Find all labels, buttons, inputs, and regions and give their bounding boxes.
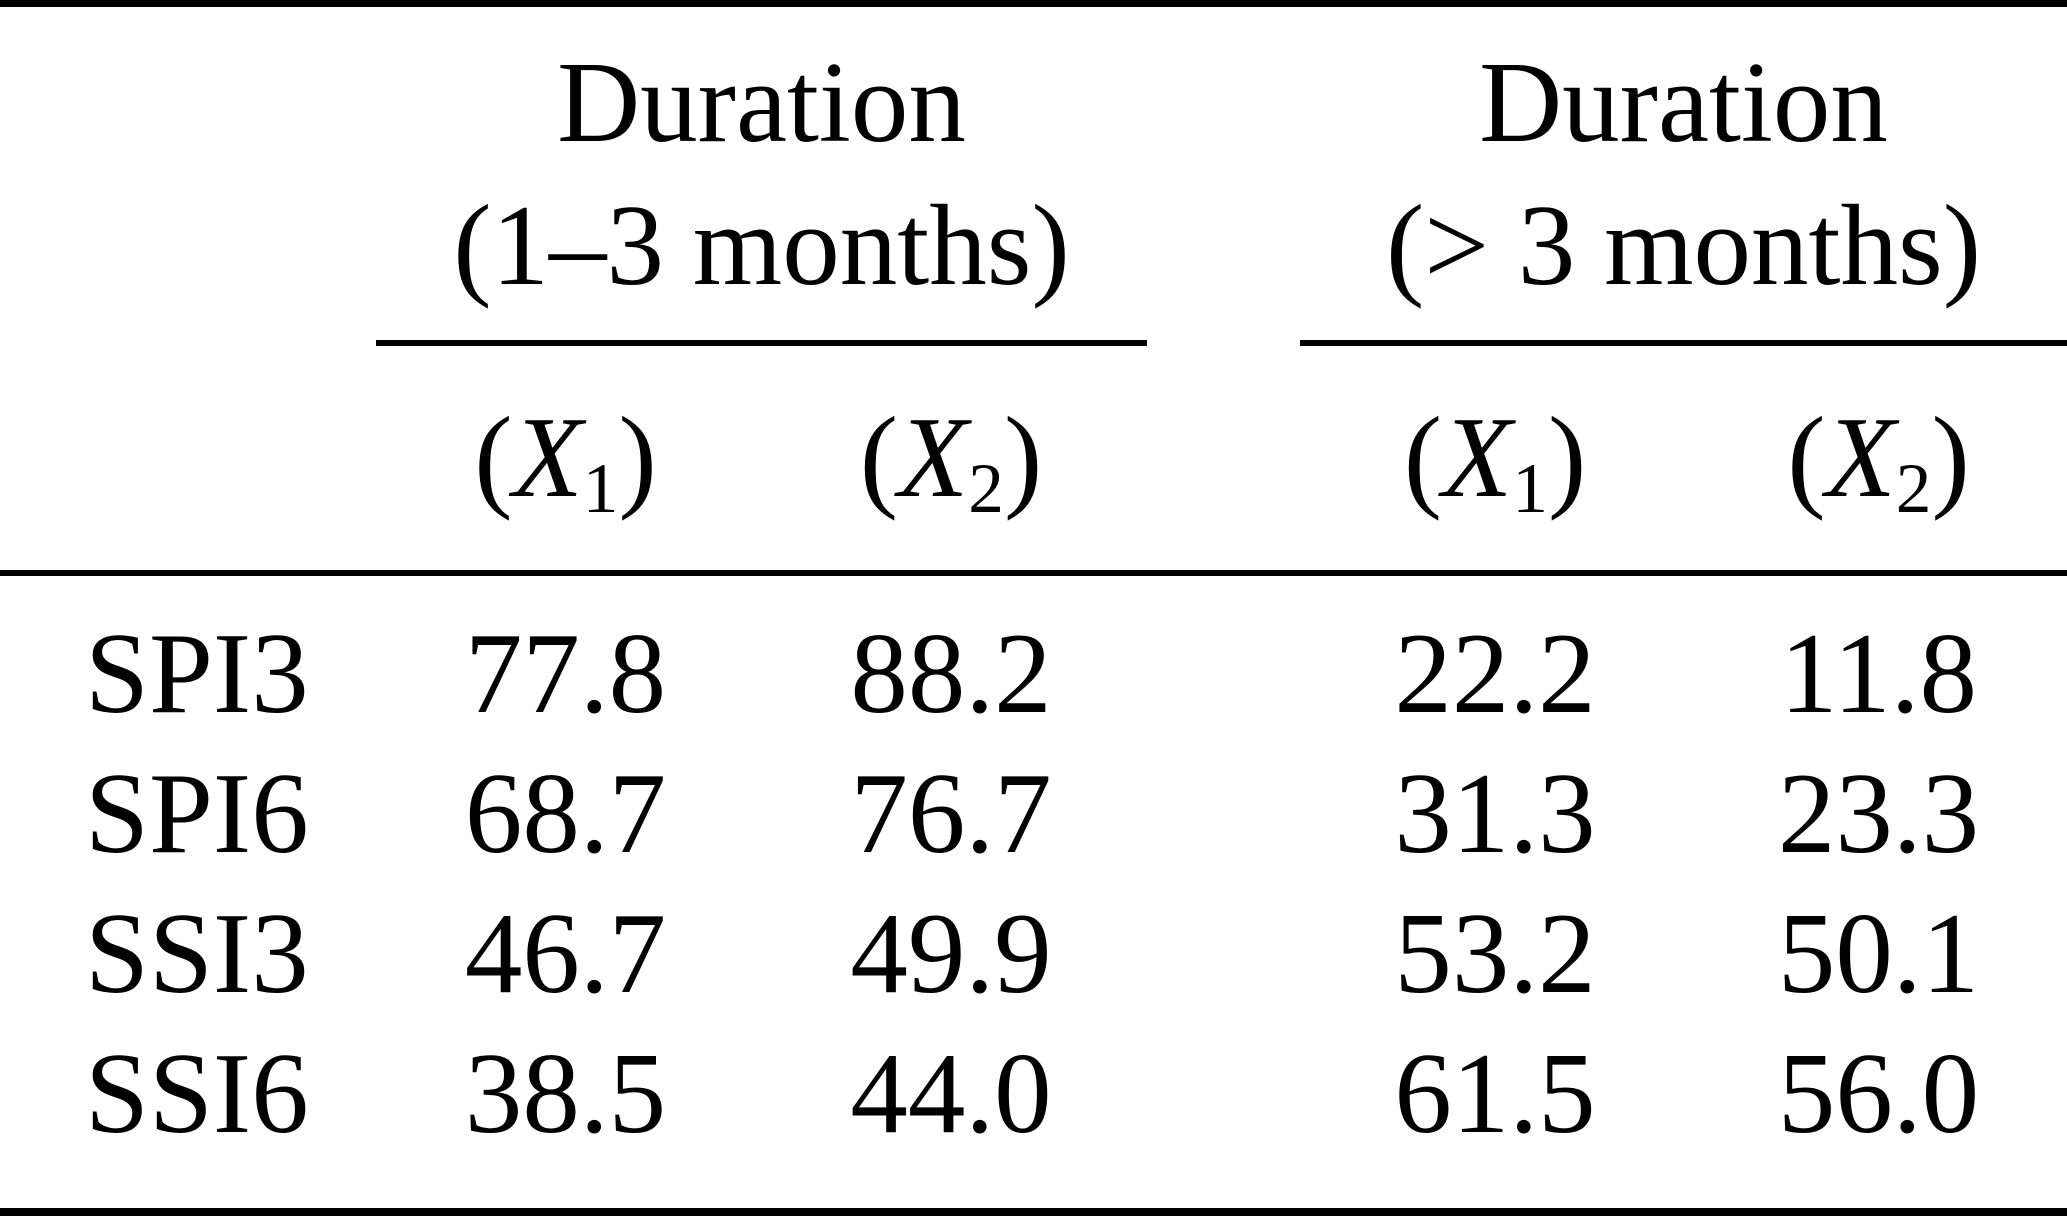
math-variable: X [1825, 394, 1896, 521]
value-cell: 88.2 [850, 610, 1052, 737]
value-cell: 38.5 [464, 1030, 667, 1157]
value-cell: 68.7 [464, 750, 667, 877]
math-subscript: 1 [1512, 448, 1548, 528]
column-group-header-row: Duration (1–3 months) Duration (> 3 mont… [0, 3, 2067, 346]
value-cell: 61.5 [1394, 1030, 1596, 1157]
subheader-empty-cell [0, 343, 376, 576]
math-variable: X [898, 394, 969, 521]
column-group-duration-1-3-months: Duration (1–3 months) [376, 3, 1147, 346]
group-title-line1: Duration [557, 38, 966, 166]
row-label: SSI6 [85, 1030, 309, 1157]
value-cell: 22.2 [1394, 610, 1596, 737]
value-cell: 44.0 [850, 1030, 1052, 1157]
subheader-x1-right: (X1) [1300, 343, 1690, 576]
value-cell: 77.8 [464, 610, 667, 737]
gap-cell [1147, 1024, 1300, 1212]
paren-close: ) [1547, 394, 1587, 521]
math-variable: X [512, 394, 583, 521]
row-label: SSI3 [85, 890, 309, 1017]
math-subscript: 2 [1895, 448, 1932, 528]
group-title-line2: (> 3 months) [1385, 181, 1982, 309]
value-cell: 76.7 [850, 750, 1052, 877]
value-cell: 23.3 [1777, 750, 1980, 877]
value-cell: 49.9 [850, 890, 1052, 1017]
row-label: SPI6 [85, 750, 309, 877]
paren-open: ( [1787, 394, 1826, 521]
value-cell: 46.7 [464, 890, 667, 1017]
column-group-duration-gt-3-months: Duration (> 3 months) [1300, 3, 2067, 346]
value-cell: 50.1 [1777, 890, 1980, 1017]
group-title-line2: (1–3 months) [453, 181, 1070, 309]
subheader-gap-cell [1147, 343, 1300, 576]
group-title-line1: Duration [1479, 38, 1888, 166]
subheader-row: (X1) (X2) (X1) (X2) [0, 343, 2067, 576]
value-cell: 11.8 [1780, 610, 1977, 737]
paren-open: ( [1403, 394, 1443, 521]
math-variable: X [1442, 394, 1513, 521]
paren-close: ) [618, 394, 657, 521]
value-cell: 31.3 [1394, 750, 1596, 877]
paren-close: ) [1931, 394, 1970, 521]
subheader-x2-left: (X2) [755, 343, 1147, 576]
paren-close: ) [1003, 394, 1043, 521]
subheader-x2-right: (X2) [1690, 343, 2067, 576]
gap-cell [1147, 744, 1300, 884]
gap-cell [1147, 884, 1300, 1024]
value-cell: 53.2 [1394, 890, 1596, 1017]
gap-cell [1147, 573, 1300, 744]
paren-open: ( [859, 394, 899, 521]
group-gap-cell [1147, 4, 1300, 344]
table-row-ssi6: SSI6 38.5 44.0 61.5 56.0 [0, 1024, 2067, 1212]
value-cell: 56.0 [1777, 1030, 1980, 1157]
subheader-x1-left: (X1) [376, 343, 755, 576]
math-subscript: 2 [968, 448, 1004, 528]
table-row-spi6: SPI6 68.7 76.7 31.3 23.3 [0, 744, 2067, 884]
table-row-spi3: SPI3 77.8 88.2 22.2 11.8 [0, 573, 2067, 744]
table-row-ssi3: SSI3 46.7 49.9 53.2 50.1 [0, 884, 2067, 1024]
math-subscript: 1 [582, 448, 619, 528]
row-label: SPI3 [85, 610, 309, 737]
paren-open: ( [474, 394, 513, 521]
corner-empty-cell [0, 4, 376, 344]
